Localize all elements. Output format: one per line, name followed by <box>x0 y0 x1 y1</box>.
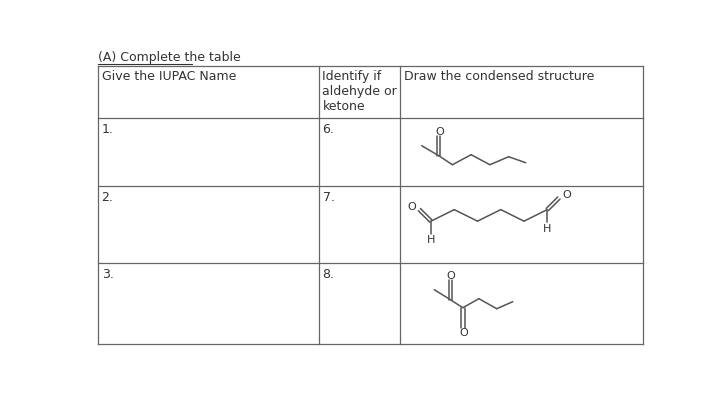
Text: 6.: 6. <box>323 123 334 135</box>
Text: 3.: 3. <box>102 267 114 280</box>
Text: Give the IUPAC Name: Give the IUPAC Name <box>102 69 236 83</box>
Text: Identify if
aldehyde or
ketone: Identify if aldehyde or ketone <box>323 69 397 112</box>
Text: O: O <box>562 190 571 200</box>
Text: O: O <box>447 271 456 280</box>
Text: H: H <box>543 223 552 233</box>
Text: Draw the condensed structure: Draw the condensed structure <box>404 69 594 83</box>
Text: O: O <box>459 328 468 337</box>
Text: 8.: 8. <box>323 267 335 280</box>
Text: 1.: 1. <box>102 123 114 135</box>
Text: 7.: 7. <box>323 190 335 203</box>
Text: 2.: 2. <box>102 190 114 203</box>
Text: O: O <box>408 201 416 211</box>
Text: O: O <box>435 127 444 137</box>
Text: (A) Complete the table: (A) Complete the table <box>98 51 240 64</box>
Text: H: H <box>427 235 435 244</box>
